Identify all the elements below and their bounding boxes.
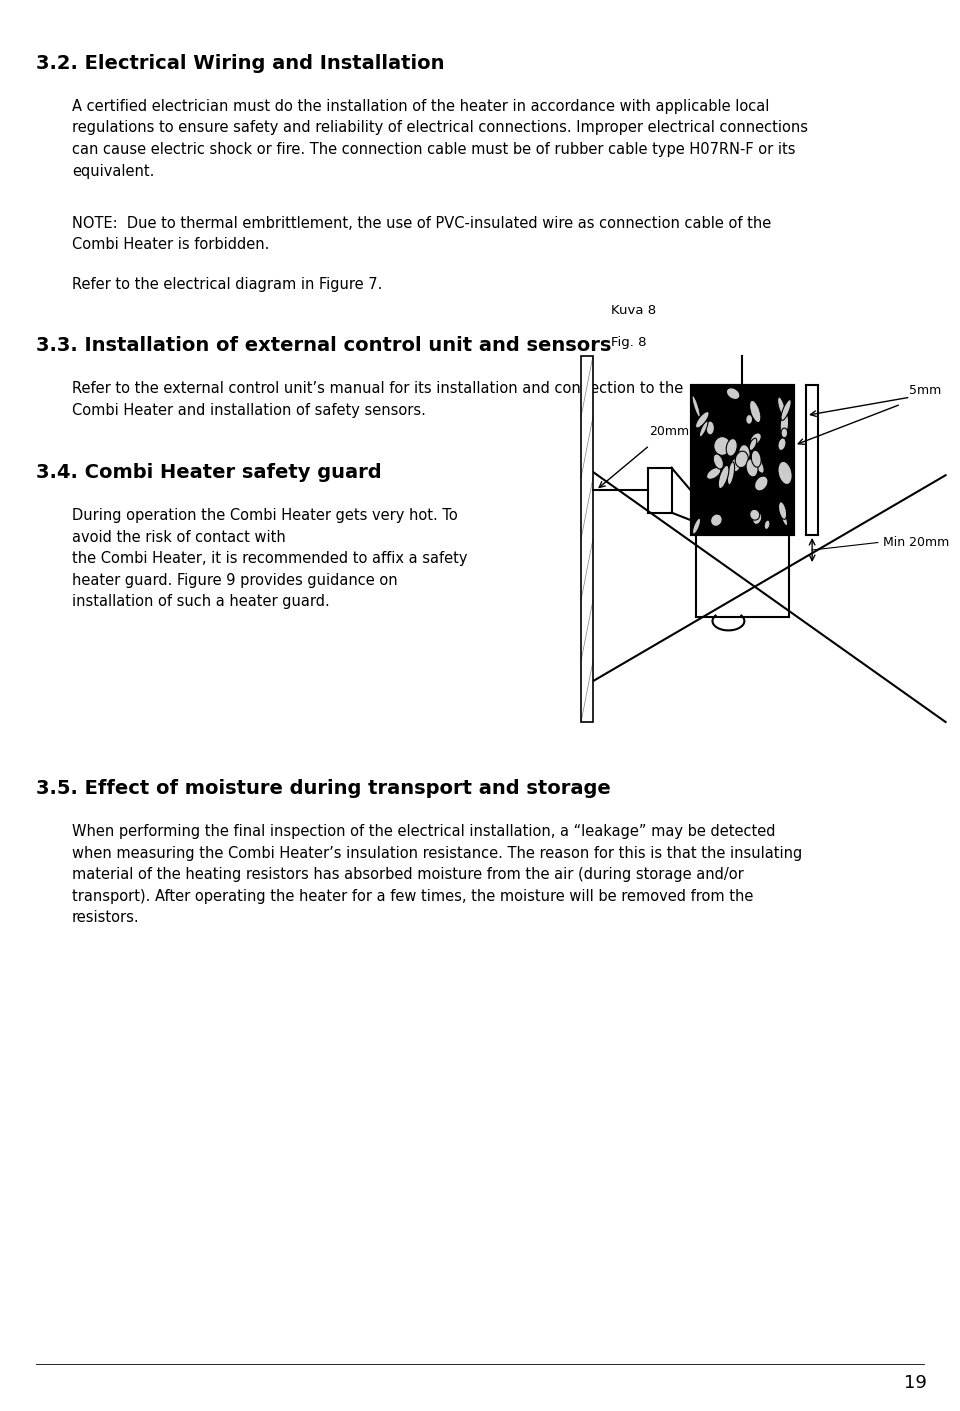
Ellipse shape — [780, 413, 788, 436]
Ellipse shape — [751, 433, 761, 444]
Text: 3.3. Installation of external control unit and sensors: 3.3. Installation of external control un… — [36, 336, 612, 354]
Ellipse shape — [750, 401, 761, 423]
Ellipse shape — [778, 396, 785, 416]
Ellipse shape — [692, 395, 700, 418]
Text: Kuva 8: Kuva 8 — [611, 305, 656, 317]
Bar — [690, 385, 794, 535]
Ellipse shape — [781, 399, 791, 420]
Ellipse shape — [710, 514, 722, 526]
Text: NOTE:  Due to thermal embrittlement, the use of PVC-insulated wire as connection: NOTE: Due to thermal embrittlement, the … — [72, 216, 771, 253]
Ellipse shape — [749, 439, 756, 450]
Text: 20mm: 20mm — [650, 425, 689, 439]
Text: Min 20mm: Min 20mm — [882, 536, 948, 549]
Ellipse shape — [755, 476, 768, 491]
Ellipse shape — [706, 420, 714, 435]
Ellipse shape — [781, 428, 787, 437]
Ellipse shape — [752, 450, 761, 467]
Ellipse shape — [731, 459, 740, 471]
Ellipse shape — [735, 452, 748, 467]
Ellipse shape — [738, 444, 750, 461]
Text: Refer to the external control unit’s manual for its installation and connection : Refer to the external control unit’s man… — [72, 381, 684, 418]
Ellipse shape — [700, 420, 708, 437]
Text: A certified electrician must do the installation of the heater in accordance wit: A certified electrician must do the inst… — [72, 99, 808, 179]
Ellipse shape — [713, 454, 724, 468]
Ellipse shape — [718, 466, 729, 488]
Bar — [581, 356, 593, 722]
Ellipse shape — [692, 518, 701, 535]
Ellipse shape — [696, 412, 709, 428]
Ellipse shape — [750, 509, 759, 521]
Ellipse shape — [746, 415, 753, 425]
Text: 5mm: 5mm — [908, 384, 941, 396]
Text: 3.2. Electrical Wiring and Installation: 3.2. Electrical Wiring and Installation — [36, 54, 445, 72]
Text: During operation the Combi Heater gets very hot. To
avoid the risk of contact wi: During operation the Combi Heater gets v… — [72, 508, 468, 610]
Text: 19: 19 — [903, 1374, 926, 1391]
Ellipse shape — [714, 436, 731, 456]
Ellipse shape — [779, 502, 786, 519]
Ellipse shape — [727, 388, 740, 399]
Text: 3.5. Effect of moisture during transport and storage: 3.5. Effect of moisture during transport… — [36, 779, 612, 797]
Text: 3.4. Combi Heater safety guard: 3.4. Combi Heater safety guard — [36, 463, 382, 481]
Ellipse shape — [778, 461, 792, 484]
Ellipse shape — [764, 521, 770, 529]
Bar — [690, 385, 794, 535]
Ellipse shape — [707, 467, 721, 480]
Ellipse shape — [746, 459, 758, 477]
Text: When performing the final inspection of the electrical installation, a “leakage”: When performing the final inspection of … — [72, 824, 803, 926]
Text: Fig. 8: Fig. 8 — [611, 336, 646, 349]
Ellipse shape — [780, 509, 787, 526]
Ellipse shape — [778, 437, 786, 450]
Ellipse shape — [728, 461, 734, 485]
Ellipse shape — [753, 512, 762, 525]
Ellipse shape — [726, 439, 737, 456]
Ellipse shape — [753, 456, 764, 473]
Text: Refer to the electrical diagram in Figure 7.: Refer to the electrical diagram in Figur… — [72, 277, 382, 292]
